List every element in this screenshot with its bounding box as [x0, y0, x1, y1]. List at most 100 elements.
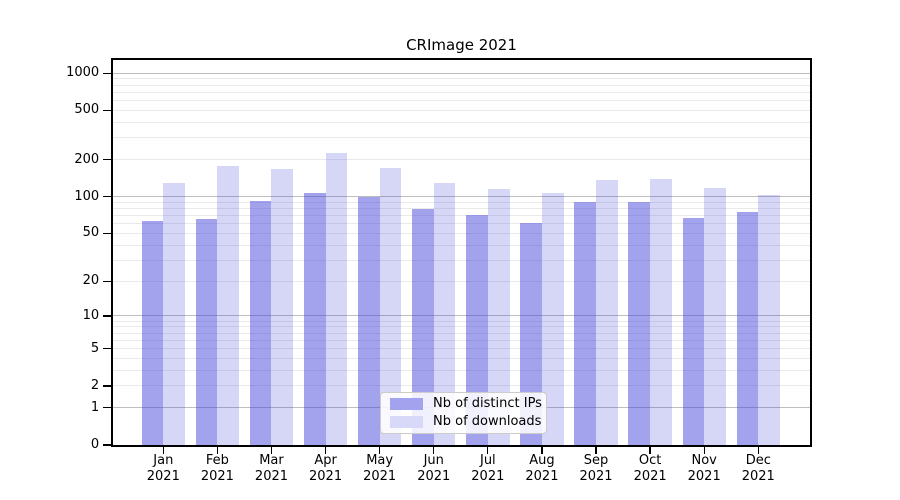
- bar-distinct-ips: [195, 218, 218, 445]
- legend-row-downloads: Nb of downloads: [390, 415, 541, 429]
- x-tick-label: Feb 2021: [189, 453, 245, 486]
- gridline-minor: [113, 244, 810, 246]
- bar-distinct-ips: [520, 222, 542, 445]
- bar-distinct-ips: [574, 201, 596, 445]
- x-tick-mark: [487, 446, 489, 454]
- y-tick-mark: [103, 280, 112, 282]
- y-tick-mark: [103, 315, 112, 317]
- bar-downloads: [541, 192, 564, 445]
- right-spine: [810, 58, 812, 447]
- bar-downloads: [650, 179, 672, 445]
- y-tick-mark: [103, 407, 112, 409]
- x-tick-year: 2021: [363, 469, 397, 485]
- y-tick-label: 2: [90, 377, 100, 393]
- x-tick-mark: [270, 446, 273, 454]
- bar-distinct-ips: [682, 217, 705, 445]
- bar-distinct-ips: [412, 209, 434, 445]
- x-tick-mark: [324, 446, 327, 454]
- bar-downloads: [596, 179, 618, 445]
- x-tick-month: Aug: [529, 452, 555, 468]
- gridline-minor: [113, 339, 810, 341]
- x-tick-month: Jan: [153, 452, 174, 468]
- gridline-major: [113, 72, 810, 74]
- x-tick-mark: [649, 446, 651, 454]
- x-tick-year: 2021: [741, 469, 775, 485]
- gridline-minor: [113, 137, 810, 139]
- x-tick-label: Aug 2021: [514, 453, 570, 486]
- x-tick-mark: [379, 446, 381, 454]
- x-tick-label: Jun 2021: [406, 453, 462, 486]
- x-tick-label: Mar 2021: [243, 453, 299, 486]
- y-tick-label: 1000: [66, 65, 100, 81]
- x-tick-year: 2021: [200, 469, 234, 485]
- bar-distinct-ips: [141, 221, 164, 445]
- bar-distinct-ips: [736, 211, 759, 445]
- gridline-minor: [113, 121, 810, 123]
- legend-swatch-distinct-ips: [390, 398, 423, 410]
- x-tick-month: Dec: [745, 452, 771, 468]
- bar-downloads: [271, 169, 294, 445]
- bar-downloads: [487, 189, 510, 445]
- gridline-minor: [113, 78, 810, 80]
- y-tick-label: 50: [82, 225, 100, 241]
- bar-downloads: [217, 165, 240, 445]
- gridline-minor: [113, 84, 810, 86]
- y-tick-label: 0: [90, 437, 100, 452]
- gridline-minor: [113, 100, 810, 102]
- legend-row-distinct-ips: Nb of distinct IPs: [390, 397, 542, 411]
- x-tick-mark: [703, 446, 705, 454]
- y-tick-label: 10: [82, 307, 100, 323]
- y-tick-mark: [103, 109, 112, 112]
- bar-distinct-ips: [249, 201, 272, 445]
- y-tick-label: 20: [82, 273, 100, 289]
- gridline-minor: [113, 259, 810, 261]
- y-tick-mark: [103, 347, 112, 350]
- x-tick-label: Sep 2021: [568, 453, 624, 486]
- gridline-minor: [113, 159, 810, 161]
- bar-downloads: [379, 168, 402, 445]
- x-tick-year: 2021: [417, 469, 451, 485]
- x-tick-month: Mar: [259, 452, 284, 468]
- x-tick-year: 2021: [579, 469, 613, 485]
- y-tick-mark: [103, 72, 112, 74]
- x-tick-month: Oct: [638, 452, 662, 468]
- legend-label-downloads: Nb of downloads: [433, 414, 542, 429]
- gridline-minor: [113, 332, 810, 334]
- bar-distinct-ips: [357, 197, 380, 445]
- left-spine: [111, 58, 113, 447]
- bar-downloads: [433, 183, 456, 445]
- y-tick-mark: [103, 385, 112, 387]
- gridline-major: [113, 196, 810, 198]
- x-tick-label: May 2021: [352, 453, 408, 486]
- x-tick-month: Nov: [691, 452, 717, 468]
- y-tick-mark: [103, 158, 112, 161]
- bottom-spine: [111, 445, 812, 447]
- x-tick-year: 2021: [146, 469, 180, 485]
- top-spine: [111, 58, 812, 60]
- x-tick-year: 2021: [309, 469, 343, 485]
- x-tick-month: Sep: [583, 452, 609, 468]
- x-tick-label: Nov 2021: [676, 453, 732, 486]
- y-tick-label: 1: [90, 399, 100, 415]
- y-tick-label: 100: [74, 188, 100, 204]
- bar-downloads: [325, 152, 348, 445]
- y-tick-label: 5: [90, 340, 100, 356]
- x-tick-mark: [162, 446, 164, 454]
- gridline-minor: [113, 223, 810, 225]
- bar-downloads: [704, 187, 726, 445]
- gridline-minor: [113, 280, 810, 282]
- y-tick-mark: [103, 444, 112, 446]
- bar-distinct-ips: [628, 201, 651, 445]
- x-tick-label: Jul 2021: [460, 453, 516, 486]
- x-tick-month: Jul: [479, 452, 496, 468]
- x-tick-year: 2021: [471, 469, 505, 485]
- x-tick-label: Oct 2021: [622, 453, 678, 486]
- bar-downloads: [163, 182, 185, 445]
- x-tick-mark: [541, 446, 543, 454]
- x-tick-month: May: [366, 452, 394, 468]
- gridline-major: [113, 315, 810, 317]
- x-tick-mark: [216, 446, 219, 454]
- gridline-minor: [113, 320, 810, 322]
- y-tick-mark: [103, 196, 112, 198]
- y-tick-label: 200: [74, 151, 100, 167]
